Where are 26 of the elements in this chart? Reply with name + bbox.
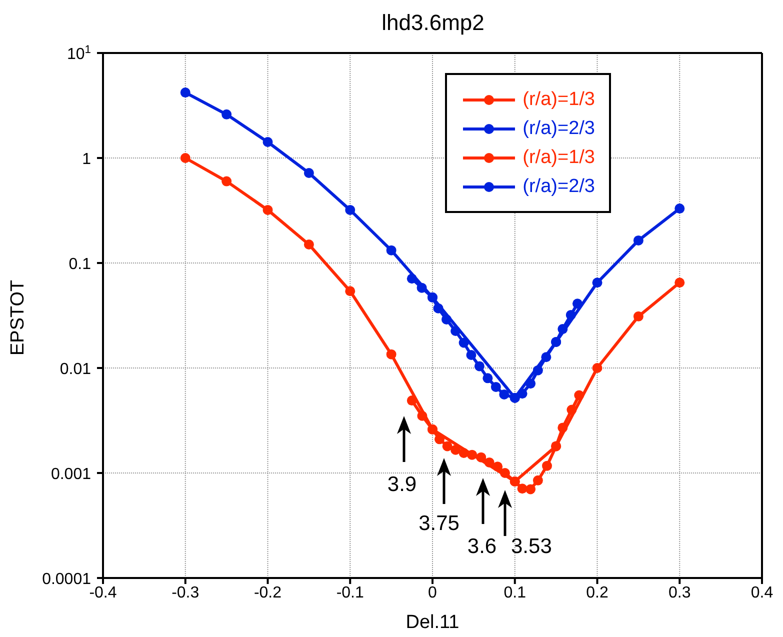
x-axis-title: Del.11: [406, 612, 460, 633]
legend-label: (r/a)=1/3: [522, 146, 595, 168]
y-axis-title: EPSTOT: [8, 279, 29, 356]
x-tick-label: -0.2: [254, 584, 282, 602]
x-tick-label: 0: [428, 584, 438, 602]
x-tick-label: 0.1: [504, 584, 526, 602]
x-tick-label: 0.3: [668, 584, 691, 602]
legend-label: (r/a)=2/3: [522, 176, 595, 198]
annotation: 3.9: [387, 473, 417, 496]
annotation: 3.6: [467, 535, 497, 558]
x-tick-label: 0.4: [750, 584, 774, 602]
y-tick-label: 0.0001: [42, 571, 92, 588]
annotation: 3.75: [418, 512, 460, 535]
legend-label: (r/a)=2/3: [522, 118, 595, 140]
chart-title: lhd3.6mp2: [380, 9, 486, 37]
x-tick-label: -0.4: [89, 584, 117, 602]
legend-label: (r/a)=1/3: [522, 88, 595, 110]
y-tick-label: 0.001: [50, 466, 92, 483]
annotation: 3.53: [511, 535, 552, 558]
x-tick-label: -0.3: [172, 584, 200, 602]
y-tick-label: 0.01: [60, 361, 92, 378]
x-tick-label: -0.1: [336, 584, 364, 602]
y-tick-label: 1: [82, 151, 92, 168]
x-tick-label: 0.2: [586, 584, 608, 602]
y-tick-label: 10$^{1}$: [66, 44, 91, 63]
y-tick-label: 0.1: [68, 256, 92, 273]
